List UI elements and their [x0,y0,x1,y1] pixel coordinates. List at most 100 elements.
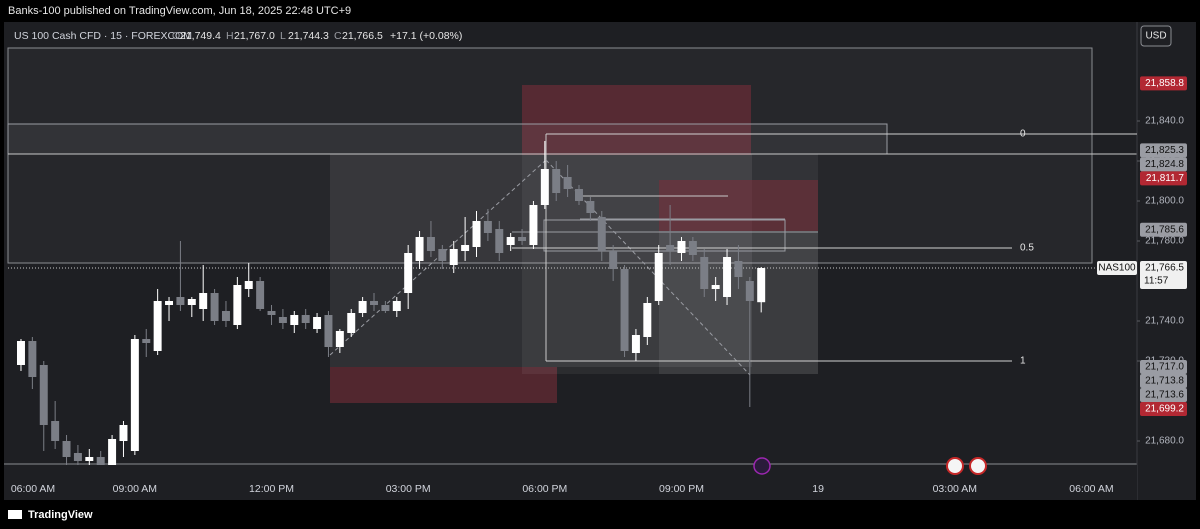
legend-change: +17.1 (+0.08%) [390,30,462,42]
price-label-bg [1140,157,1187,172]
price-label-bg [1140,360,1187,374]
candle-body [745,281,754,301]
price-label-bg [1140,143,1187,158]
candle-body [301,315,310,323]
candle-body [381,305,390,311]
candle-body [666,245,675,251]
candle-body [153,301,162,351]
price-label-bg [1140,76,1187,91]
legend-ohlc-letter: H [226,30,234,42]
x-tick-label: 19 [812,483,824,495]
fib-label: 0 [1020,129,1026,140]
price-label: 21,858.8 [1145,78,1184,89]
candle-body [711,285,720,289]
price-label: 21,811.7 [1146,173,1185,184]
currency-button[interactable] [1140,25,1172,47]
candle-body [28,341,37,377]
candle-body [130,339,139,451]
candle-body [700,257,709,289]
symbol-tag: NAS100 [1098,263,1136,274]
y-tick-label: 21,800.0 [1145,196,1184,207]
candle-body [51,421,60,441]
x-tick-label: 03:00 PM [386,483,431,495]
brand-logo [8,510,22,519]
candle-body [483,221,492,233]
candle-body [85,457,94,461]
candle-body [518,237,527,241]
candle-body [119,425,128,441]
candle-body [165,301,174,305]
price-label-bg [1140,388,1187,402]
legend-ohlc-value: 21,744.3 [288,30,329,42]
x-tick-label: 06:00 AM [11,483,55,495]
candle-body [278,317,287,323]
candle-body [347,313,356,333]
candle-body [438,249,447,261]
legend-ohlc-value: 21,767.0 [234,30,275,42]
candle-body [267,311,276,315]
y-tick-label: 21,780.0 [1145,236,1184,247]
last-price-label: 21,766.5 [1145,263,1184,274]
candle-body [643,303,652,337]
candle-body [324,315,333,347]
candle-body [620,269,629,351]
candle-body [654,253,663,301]
candle-body [597,217,606,251]
footer-brand: TradingView [28,509,93,521]
candle-body [392,301,401,311]
price-label: 21,713.8 [1145,376,1184,387]
y-tick-label: 21,680.0 [1145,436,1184,447]
price-label: 21,717.0 [1145,362,1184,373]
countdown: 11:57 [1144,276,1169,287]
candle-body [472,221,481,247]
candle-body [540,169,549,205]
header-title: Banks-100 published on TradingView.com, … [8,5,351,17]
candle-body [210,293,219,321]
price-label: 21,825.3 [1145,145,1184,156]
y-tick-label: 21,740.0 [1145,316,1184,327]
x-tick-label: 03:00 AM [933,483,977,495]
candle-body [335,331,344,347]
event-icon[interactable] [969,457,987,475]
candle-body [39,365,48,425]
price-label-bg [1140,402,1187,416]
candle-body [370,301,378,305]
candle-body [609,251,618,269]
legend-ohlc-letter: C [334,30,342,42]
fib-label: 1 [1020,356,1026,367]
candle-body [244,281,253,289]
candle-body [677,241,686,253]
price-label: 21,785.6 [1145,224,1184,235]
candle-body [404,253,413,293]
candle-body [506,237,515,245]
candle-body [358,301,367,313]
candle-body [757,268,766,303]
candle-body [449,249,458,265]
price-label: 21,699.2 [1145,404,1184,415]
legend-ohlc-letter: L [280,30,286,42]
candle-body [575,189,583,201]
legend-ohlc-value: 21,749.4 [180,30,221,42]
candle-body [415,237,424,261]
candle-body [688,241,697,255]
fib-label: 0.5 [1020,243,1034,254]
price-label-bg [1140,374,1187,388]
candle-body [734,261,743,277]
y-tick-label: 21,840.0 [1145,116,1184,127]
price-label-bg [1140,171,1187,186]
currency[interactable]: USD [1145,31,1166,42]
x-tick-label: 06:00 PM [522,483,567,495]
candle-body [62,441,71,457]
candle-body [529,205,538,245]
candle-body [96,457,105,465]
event-icon[interactable] [946,457,964,475]
x-tick-label: 12:00 PM [249,483,294,495]
candle-body [563,177,572,189]
candle-body [723,257,732,297]
candle-body [187,299,196,305]
event-icon[interactable] [753,457,771,475]
candle-body [73,453,82,461]
price-label-bg [1140,222,1187,237]
candle-body [233,285,242,325]
